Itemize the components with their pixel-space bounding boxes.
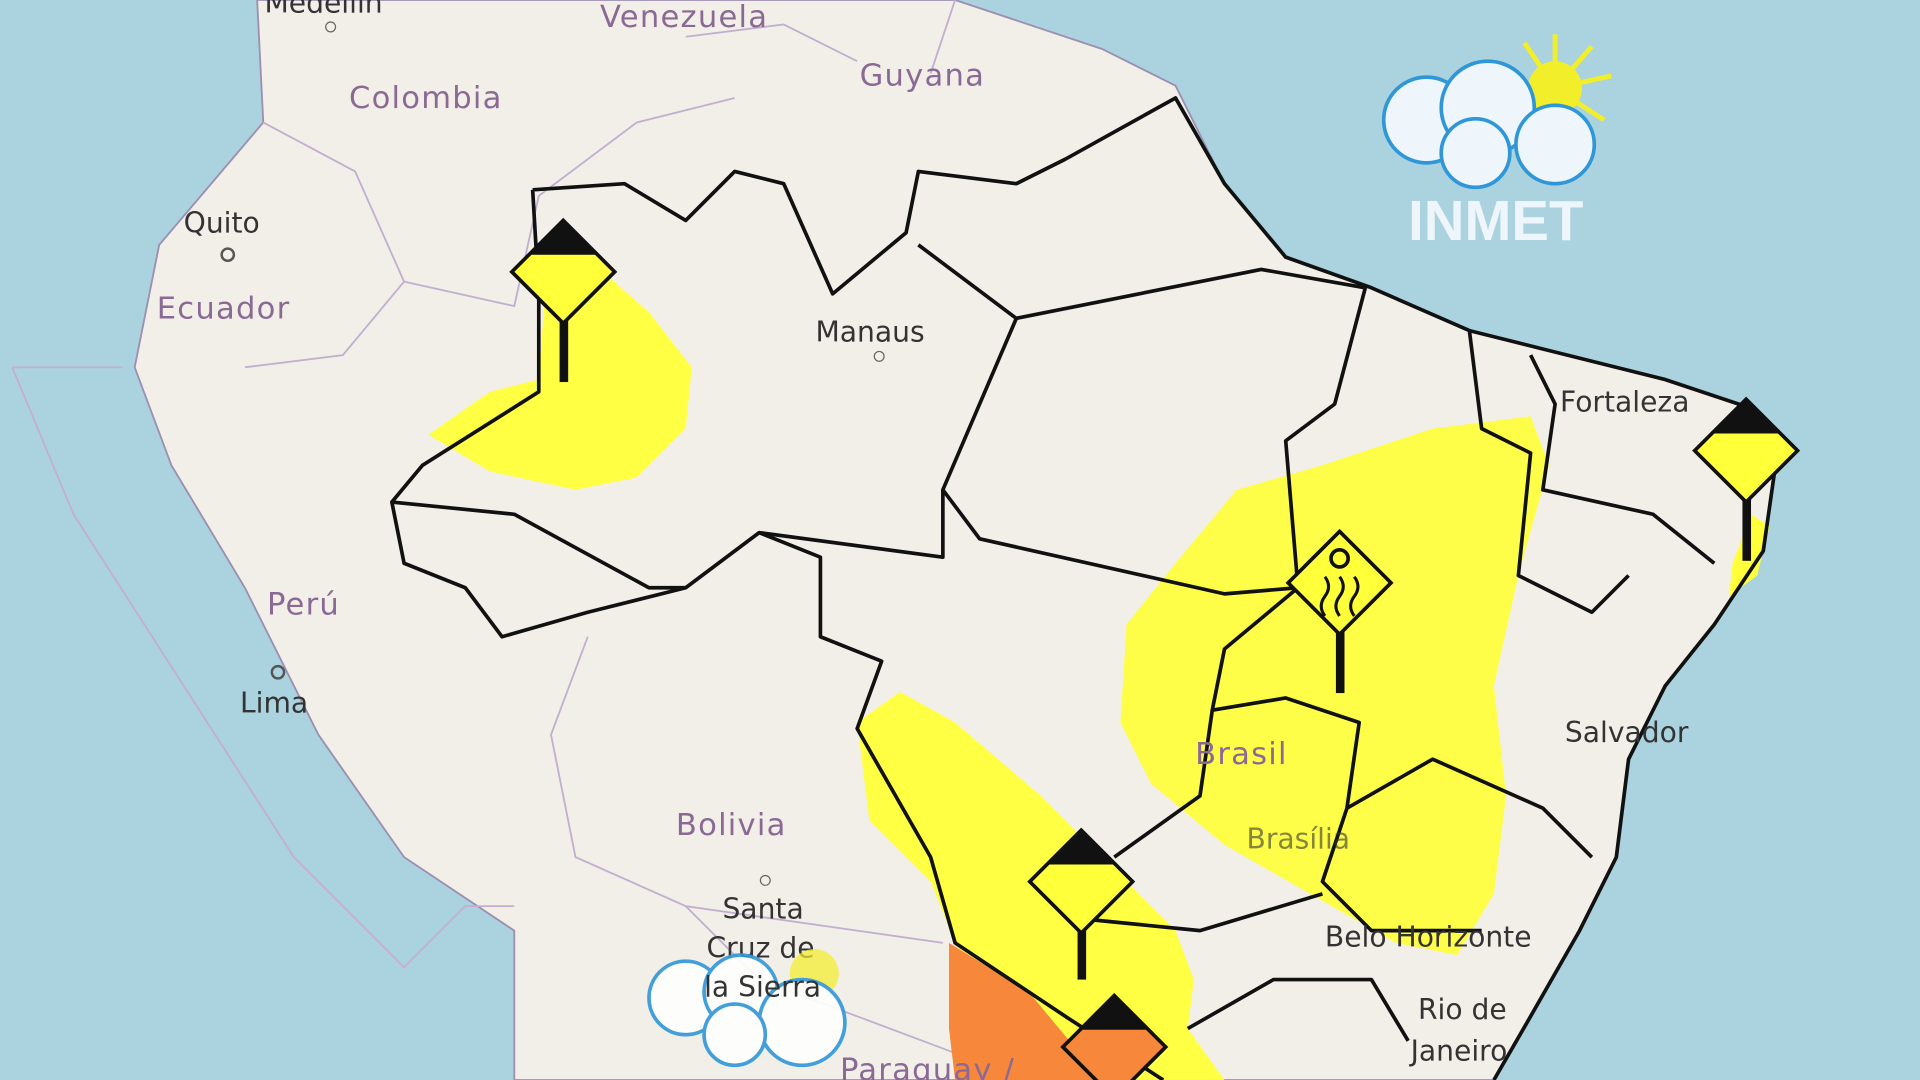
label-belo-horizonte: Belo Horizonte [1325,921,1532,954]
city-dot [325,21,337,33]
label-santa-cruz-1: Santa [722,892,803,925]
sun-icon [1522,34,1612,123]
label-santa-cruz-3: la Sierra [704,971,821,1004]
low-humidity-warning-icon[interactable] [1285,528,1394,694]
label-quito: Quito [184,207,260,240]
rain-warning-icon[interactable] [509,217,618,383]
city-dot [873,350,885,362]
label-paraguay: Paraguay / [840,1053,1015,1080]
alert-markers [509,217,1801,1080]
capital-dot [270,664,286,680]
label-manaus: Manaus [816,316,925,349]
label-lima: Lima [240,687,308,720]
rain-warning-icon[interactable] [1692,396,1801,561]
label-bolivia: Bolivia [676,808,787,843]
label-rio-de-janeiro-1: Rio de [1418,993,1507,1026]
country-borders [11,0,956,1054]
label-fortaleza: Fortaleza [1560,385,1689,418]
label-salvador: Salvador [1565,716,1689,749]
rain-warning-icon[interactable] [1027,827,1136,980]
label-ecuador: Ecuador [157,291,291,326]
label-guyana: Guyana [860,59,986,94]
label-colombia: Colombia [349,81,503,116]
cloud-icon [1381,59,1597,190]
brazil-state-borders [390,96,1778,1080]
weather-watermark-icon [647,948,847,1068]
alert-area-yellow-central[interactable] [1120,416,1549,956]
label-brasil: Brasil [1195,737,1288,772]
label-venezuela: Venezuela [600,0,768,35]
inmet-logo-text: INMET [1408,189,1583,252]
inmet-logo: INMET [1381,34,1612,252]
label-peru: Perú [267,588,340,623]
capital-dot [220,247,236,263]
label-medellin: Medellín [264,0,382,19]
label-brasilia: Brasília [1247,823,1351,856]
rain-warning-icon[interactable] [1060,992,1169,1080]
label-rio-de-janeiro-2: Janeiro [1409,1034,1508,1067]
city-dot [759,874,771,886]
